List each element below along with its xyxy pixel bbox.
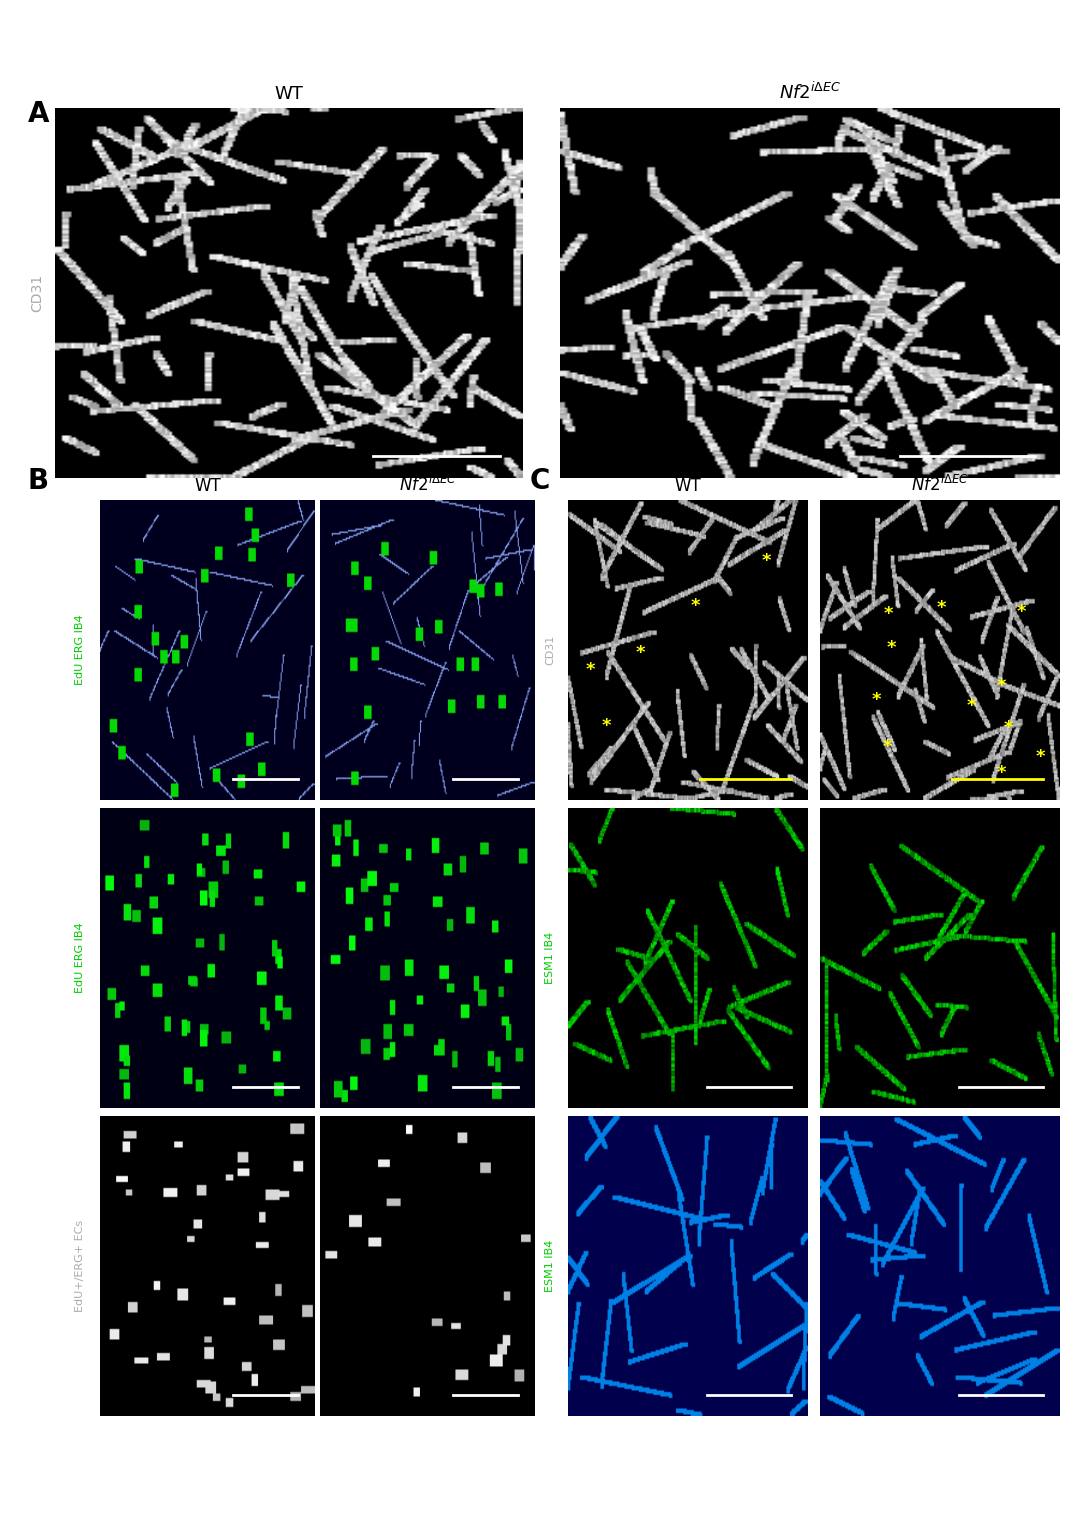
Text: *: * <box>636 644 646 662</box>
Text: ESM1 IB4: ESM1 IB4 <box>545 931 555 984</box>
Text: WT: WT <box>195 476 221 495</box>
Text: CD31: CD31 <box>30 274 43 312</box>
Text: WT: WT <box>275 85 303 103</box>
Text: *: * <box>762 552 771 570</box>
Text: A: A <box>28 100 50 128</box>
Text: C: C <box>530 467 550 495</box>
Text: *: * <box>884 606 894 622</box>
Text: *: * <box>966 698 976 715</box>
Text: EdU ERG IB4: EdU ERG IB4 <box>75 615 85 686</box>
Text: $\mathit{Nf2}^{i\Delta EC}$: $\mathit{Nf2}^{i\Delta EC}$ <box>911 473 969 495</box>
Text: *: * <box>883 738 892 756</box>
Text: $\mathit{Nf2}^{i\Delta EC}$: $\mathit{Nf2}^{i\Delta EC}$ <box>779 81 841 103</box>
Text: EdU+/ERG+ ECs: EdU+/ERG+ ECs <box>75 1220 85 1313</box>
Text: *: * <box>601 718 611 735</box>
Text: *: * <box>997 764 1005 782</box>
Text: CD31: CD31 <box>545 635 555 666</box>
Text: *: * <box>936 599 946 618</box>
Text: *: * <box>887 638 896 656</box>
Text: *: * <box>586 661 596 679</box>
Text: EdU ERG IB4: EdU ERG IB4 <box>75 922 85 993</box>
Text: *: * <box>872 690 880 709</box>
Text: $\mathit{Nf2}^{i\Delta EC}$: $\mathit{Nf2}^{i\Delta EC}$ <box>399 473 457 495</box>
Text: B: B <box>28 467 49 495</box>
Text: *: * <box>997 678 1007 696</box>
Text: *: * <box>1036 747 1045 765</box>
Text: *: * <box>690 596 700 615</box>
Text: *: * <box>1004 719 1013 736</box>
Text: *: * <box>1016 603 1026 621</box>
Text: WT: WT <box>675 476 701 495</box>
Text: ESM1 IB4: ESM1 IB4 <box>545 1240 555 1293</box>
